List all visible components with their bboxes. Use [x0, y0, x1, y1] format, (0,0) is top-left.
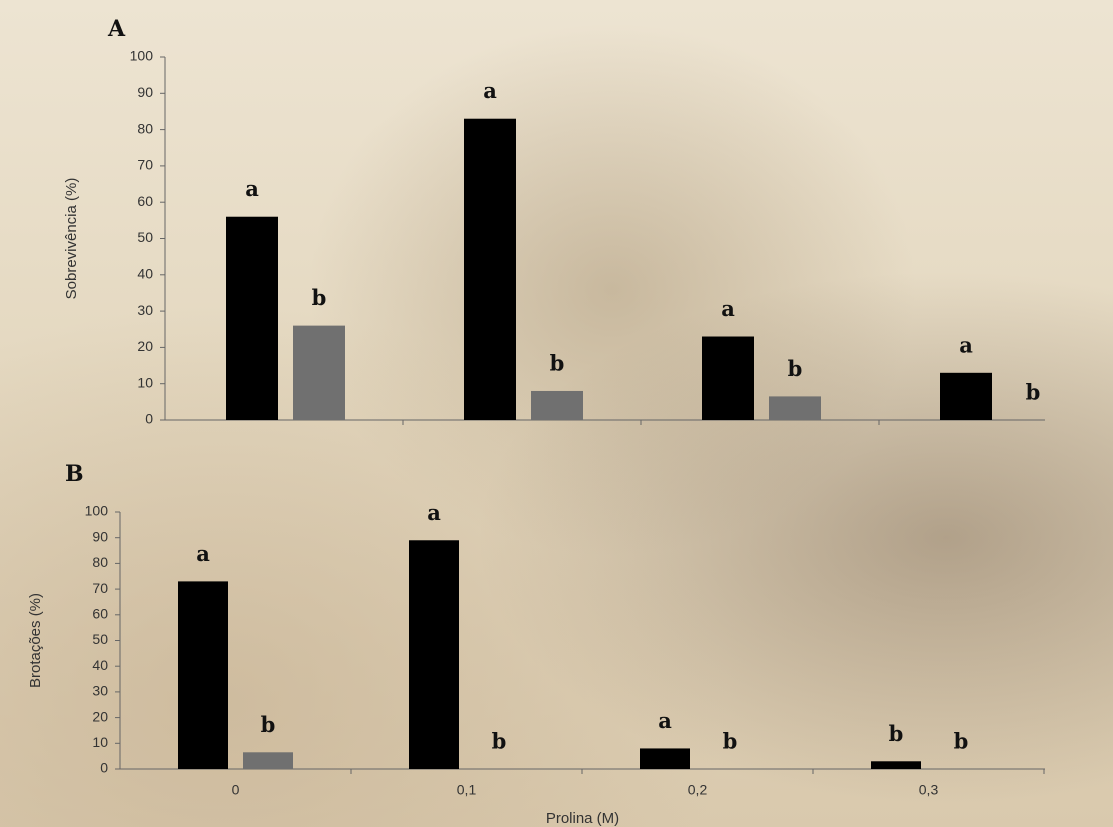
- y-tick-label: 60: [92, 606, 108, 622]
- significance-letter: a: [721, 296, 735, 321]
- bar: [531, 390, 583, 420]
- bar: [702, 336, 754, 420]
- significance-letter: b: [954, 729, 969, 754]
- bar: [871, 761, 921, 769]
- y-tick-label: 0: [100, 760, 108, 776]
- significance-letter: b: [492, 729, 507, 754]
- significance-letter: a: [658, 708, 672, 733]
- significance-letter: a: [196, 541, 210, 566]
- x-tick-label: 0,1: [457, 782, 477, 798]
- significance-letter: a: [245, 176, 259, 201]
- y-tick-label: 10: [92, 734, 108, 750]
- y-tick-label: 50: [92, 631, 108, 647]
- y-tick-label: 10: [137, 374, 153, 390]
- significance-letter: a: [427, 500, 441, 525]
- y-tick-label: 30: [137, 302, 153, 318]
- significance-letter: b: [889, 721, 904, 746]
- y-tick-label: 20: [137, 338, 153, 354]
- significance-letter: b: [550, 350, 565, 375]
- y-tick-label: 50: [137, 229, 153, 245]
- significance-letter: b: [788, 356, 803, 381]
- bar: [640, 748, 690, 769]
- bar: [226, 216, 278, 420]
- x-tick-label: 0,2: [688, 782, 708, 798]
- x-axis-title: Prolina (M): [546, 810, 619, 827]
- y-tick-label: 40: [92, 657, 108, 673]
- y-tick-label: 70: [137, 157, 153, 173]
- y-axis-title: Brotações (%): [27, 593, 44, 688]
- y-axis-title: Sobrevivência (%): [63, 178, 80, 300]
- bar: [409, 540, 459, 769]
- significance-letter: b: [723, 729, 738, 754]
- y-tick-label: 80: [92, 554, 108, 570]
- significance-letter: b: [312, 285, 327, 310]
- significance-letter: b: [1026, 380, 1041, 405]
- y-tick-label: 0: [145, 411, 153, 427]
- significance-letter: b: [261, 712, 276, 737]
- y-tick-label: 90: [137, 84, 153, 100]
- panel-label: A: [107, 16, 126, 42]
- x-tick-label: 0: [232, 782, 240, 798]
- significance-letter: a: [483, 78, 497, 103]
- y-tick-label: 60: [137, 193, 153, 209]
- y-tick-label: 30: [92, 683, 108, 699]
- bar: [940, 372, 992, 420]
- y-tick-label: 70: [92, 580, 108, 596]
- bar: [178, 581, 228, 769]
- bar: [293, 325, 345, 420]
- y-tick-label: 20: [92, 708, 108, 724]
- y-tick-label: 40: [137, 266, 153, 282]
- y-tick-label: 100: [130, 48, 154, 64]
- significance-letter: a: [959, 332, 973, 357]
- bar: [243, 752, 293, 769]
- y-tick-label: 80: [137, 120, 153, 136]
- panel-label: B: [65, 461, 84, 487]
- y-tick-label: 100: [85, 503, 109, 519]
- bar: [464, 118, 516, 421]
- y-tick-label: 90: [92, 528, 108, 544]
- x-tick-label: 0,3: [919, 782, 939, 798]
- bar: [769, 396, 821, 420]
